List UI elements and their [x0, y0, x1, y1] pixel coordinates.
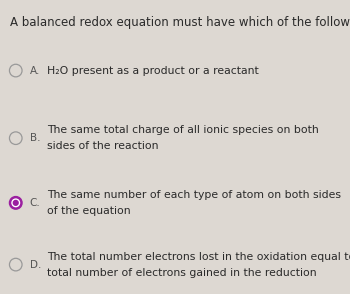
Ellipse shape — [9, 197, 22, 209]
Text: of the equation: of the equation — [47, 206, 131, 216]
Text: total number of electrons gained in the reduction: total number of electrons gained in the … — [47, 268, 317, 278]
Text: sides of the reaction: sides of the reaction — [47, 141, 159, 151]
Text: The same number of each type of atom on both sides: The same number of each type of atom on … — [47, 190, 341, 200]
Ellipse shape — [13, 201, 18, 205]
Text: D.: D. — [30, 260, 41, 270]
Text: A balanced redox equation must have which of the following:: A balanced redox equation must have whic… — [10, 16, 350, 29]
Ellipse shape — [12, 199, 20, 207]
Text: B.: B. — [30, 133, 40, 143]
Text: A.: A. — [30, 66, 40, 76]
Text: C.: C. — [30, 198, 41, 208]
Text: H₂O present as a product or a reactant: H₂O present as a product or a reactant — [47, 66, 259, 76]
Text: The same total charge of all ionic species on both: The same total charge of all ionic speci… — [47, 125, 319, 135]
Text: The total number electrons lost in the oxidation equal to: The total number electrons lost in the o… — [47, 251, 350, 262]
